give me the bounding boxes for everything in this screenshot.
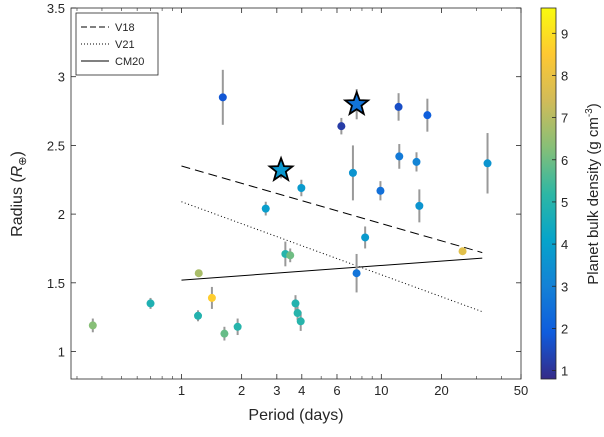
- y-tick-label: 2.5: [47, 138, 65, 153]
- data-point: [376, 186, 385, 195]
- x-tick-label: 1: [178, 383, 185, 398]
- data-point: [458, 247, 467, 256]
- model-line-v18: [181, 165, 483, 254]
- x-axis-label: Period (days): [248, 407, 343, 424]
- data-point: [395, 152, 404, 161]
- y-axis-ticks: 1 1.5 2 2.5 3 3.5: [47, 1, 521, 360]
- colorbar: [540, 7, 557, 380]
- star-marker: [342, 89, 371, 116]
- data-point: [218, 93, 227, 102]
- model-line-cm20: [181, 257, 483, 281]
- data-point: [352, 269, 361, 278]
- legend-label-cm20: CM20: [115, 56, 144, 68]
- data-point: [415, 201, 424, 210]
- data-point: [220, 329, 229, 338]
- data-point: [194, 311, 203, 320]
- model-lines: [181, 165, 483, 313]
- colorbar-tick-label: 1: [561, 364, 568, 379]
- star-marker: [267, 155, 295, 182]
- colorbar-tick-label: 4: [561, 237, 568, 252]
- data-point: [194, 269, 203, 278]
- data-point: [361, 233, 370, 242]
- data-point: [233, 322, 242, 331]
- y-axis-label: Radius (R⊕): [9, 151, 29, 237]
- data-point: [483, 159, 492, 168]
- colorbar-tick-label: 2: [561, 321, 568, 336]
- colorbar-tick-label: 9: [561, 26, 568, 41]
- data-point: [146, 299, 155, 308]
- colorbar-ticks: 1 2 3 4 5 6 7 8 9: [552, 26, 568, 379]
- y-tick-label: 2: [58, 207, 65, 222]
- model-line-v21: [181, 201, 483, 313]
- data-point: [394, 102, 403, 111]
- legend-label-v18: V18: [115, 22, 135, 34]
- legend: V18 V21 CM20: [75, 12, 159, 76]
- x-tick-label: 4: [298, 383, 305, 398]
- data-point: [296, 317, 305, 326]
- x-tick-label: 6: [333, 383, 340, 398]
- data-point: [423, 111, 432, 120]
- colorbar-tick-label: 5: [561, 195, 568, 210]
- colorbar-tick-label: 8: [561, 68, 568, 83]
- data-point: [412, 157, 421, 166]
- y-tick-label: 1.5: [47, 276, 65, 291]
- x-tick-label: 20: [434, 383, 448, 398]
- x-tick-label: 3: [273, 383, 280, 398]
- y-tick-label: 3.5: [47, 1, 65, 16]
- data-point: [261, 204, 270, 213]
- data-point: [348, 168, 357, 177]
- x-tick-label: 50: [514, 383, 528, 398]
- colorbar-tick-label: 3: [561, 279, 568, 294]
- x-tick-label: 2: [238, 383, 245, 398]
- data-point: [293, 309, 302, 318]
- data-points: [88, 89, 492, 338]
- colorbar-label: Planet bulk density (g cm-3): [584, 103, 602, 284]
- colorbar-tick-label: 6: [561, 153, 568, 168]
- y-tick-label: 3: [58, 70, 65, 85]
- legend-label-v21: V21: [115, 39, 135, 51]
- y-tick-label: 1: [58, 345, 65, 360]
- data-point: [286, 251, 295, 260]
- legend-box: [75, 12, 159, 76]
- data-point: [291, 299, 300, 308]
- data-point: [88, 321, 97, 330]
- x-axis-ticks: 1 2 3 4 6 10 20 50: [76, 8, 528, 398]
- x-tick-label: 10: [374, 383, 388, 398]
- data-point: [297, 184, 306, 193]
- data-point: [207, 293, 216, 302]
- colorbar-tick-label: 7: [561, 111, 568, 126]
- data-point: [337, 122, 346, 131]
